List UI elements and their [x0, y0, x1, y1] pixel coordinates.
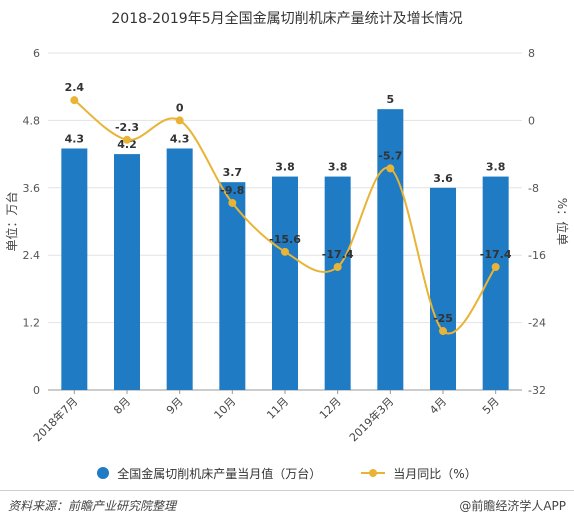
legend-bar-swatch	[97, 467, 110, 479]
x-tick-label: 2019年3月	[346, 394, 396, 444]
bar-value-label: 3.8	[275, 161, 295, 174]
x-tick-label: 11月	[264, 395, 291, 422]
bar	[61, 148, 88, 390]
bar	[114, 154, 140, 390]
yoy-value-label: -2.3	[115, 121, 139, 134]
bar-value-label: 3.8	[486, 161, 506, 174]
legend-line-label: 当月同比（%）	[393, 466, 477, 481]
yoy-point	[228, 198, 237, 207]
y-tick-label: 1.2	[23, 317, 41, 330]
bar-value-label: 3.7	[223, 166, 243, 179]
y-tick-label: 6	[33, 47, 40, 60]
footer-divider	[0, 490, 574, 491]
yoy-point	[70, 96, 79, 105]
y-right-tick-label: -8	[528, 182, 539, 195]
chart-plot: 0 1.2 2.4 3.6 4.8 6 -32 -24 -16 -8 0 8 单位：万台 %：位单 4.3 4…	[4, 47, 570, 444]
legend-item-bars[interactable]: 全国金属切削机床产量当月值（万台）	[97, 465, 321, 482]
y-right-tick-label: -16	[528, 249, 546, 262]
yoy-point	[123, 135, 131, 144]
bar-value-label: 4.3	[65, 132, 85, 145]
y-right-tick-label: -32	[528, 384, 546, 397]
yoy-value-label: -17.4	[322, 248, 354, 261]
yoy-value-label: -15.6	[269, 233, 301, 246]
legend-line-swatch	[361, 467, 386, 479]
bar	[219, 182, 246, 390]
bar	[166, 148, 193, 390]
y-right-axis-title: %：位单	[555, 198, 570, 245]
y-axis-title: 单位：万台	[4, 191, 19, 251]
x-tick-label: 2018年7月	[30, 394, 80, 444]
bar	[377, 109, 404, 391]
yoy-value-label: -17.4	[480, 248, 512, 261]
yoy-value-label: 0	[176, 101, 184, 114]
x-tick-label: 8月	[111, 395, 133, 417]
yoy-value-label: 2.4	[65, 81, 85, 94]
yoy-value-label: -9.8	[220, 184, 244, 197]
yoy-value-label: -25	[433, 312, 453, 325]
bar-value-label: 4.2	[117, 138, 137, 151]
chart-title: 2018-2019年5月全国金属切削机床产量统计及增长情况	[111, 11, 463, 27]
yoy-point	[281, 247, 289, 256]
y-tick-label: 0	[33, 384, 40, 397]
y-right-tick-label: 8	[528, 47, 535, 60]
yoy-point	[439, 327, 447, 336]
bar-value-label: 4.3	[170, 132, 190, 145]
y-tick-label: 3.6	[23, 182, 41, 195]
bar	[272, 176, 298, 390]
bar-value-label: 5	[387, 93, 395, 106]
x-tick-label: 4月	[427, 395, 449, 417]
x-tick-label: 9月	[164, 395, 186, 417]
yoy-line	[73, 99, 497, 335]
y-right-tick-label: -24	[528, 317, 546, 330]
yoy-point	[175, 116, 184, 125]
y-tick-label: 4.8	[23, 114, 41, 127]
legend-bar-label: 全国金属切削机床产量当月值（万台）	[117, 466, 322, 481]
y-right-tick-label: 0	[528, 114, 535, 127]
chart-legend: 全国金属切削机床产量当月值（万台） 当月同比（%）	[0, 462, 574, 484]
source-note: 资料来源：前瞻产业研究院整理	[8, 499, 177, 513]
bar-value-label: 3.8	[328, 161, 348, 174]
x-tick-label: 12月	[317, 395, 344, 422]
y-tick-label: 2.4	[23, 249, 41, 262]
yoy-point	[386, 164, 395, 173]
bar	[430, 187, 456, 390]
bar	[324, 176, 351, 390]
x-tick-label: 10月	[212, 395, 239, 422]
credit-note: @前瞻经济学人APP	[459, 499, 566, 513]
yoy-value-label: -5.7	[378, 149, 402, 162]
bar-value-label: 3.6	[433, 172, 453, 185]
x-tick-label: 5月	[480, 395, 502, 417]
yoy-point	[491, 262, 500, 271]
legend-item-line[interactable]: 当月同比（%）	[361, 465, 477, 482]
yoy-point	[333, 262, 342, 271]
